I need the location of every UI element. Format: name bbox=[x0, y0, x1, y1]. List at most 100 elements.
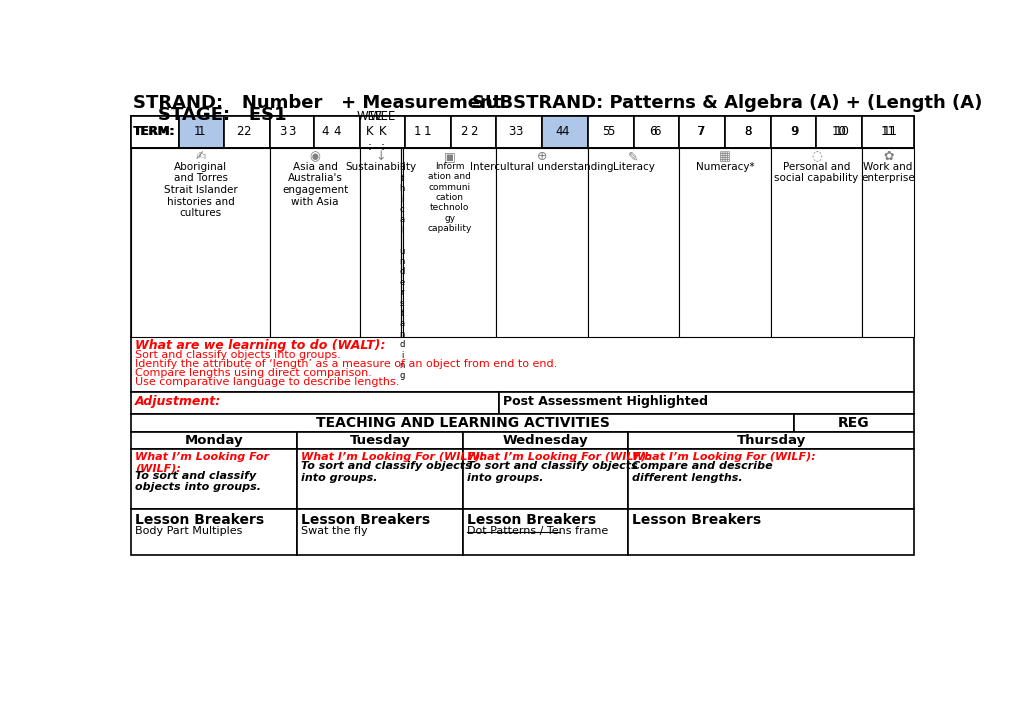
Text: Personal and
social capability: Personal and social capability bbox=[773, 162, 858, 184]
Bar bbox=[496, 116, 541, 148]
Bar bbox=[496, 148, 587, 337]
Text: ◉: ◉ bbox=[310, 150, 320, 163]
Bar bbox=[587, 116, 633, 148]
Text: 9: 9 bbox=[791, 125, 798, 138]
Text: Compare and describe
different lengths.: Compare and describe different lengths. bbox=[632, 462, 772, 483]
Text: SUBSTRAND: Patterns & Algebra (A) + (Length (A): SUBSTRAND: Patterns & Algebra (A) + (Len… bbox=[472, 94, 981, 112]
Bar bbox=[633, 116, 679, 148]
Text: STAGE:   ES1: STAGE: ES1 bbox=[132, 107, 286, 125]
Bar bbox=[270, 116, 314, 148]
Text: 4: 4 bbox=[321, 125, 329, 138]
Bar bbox=[677, 116, 723, 148]
Bar bbox=[628, 509, 913, 555]
Text: Asia and
Australia's
engagement
with Asia: Asia and Australia's engagement with Asi… bbox=[281, 162, 347, 207]
Text: Body Part Multiples: Body Part Multiples bbox=[136, 526, 243, 536]
Text: 1: 1 bbox=[198, 125, 205, 138]
Text: 11: 11 bbox=[879, 125, 895, 138]
Text: 4: 4 bbox=[554, 125, 562, 138]
Bar bbox=[131, 148, 913, 337]
Bar bbox=[346, 116, 393, 148]
Text: Swat the fly: Swat the fly bbox=[301, 526, 367, 536]
Text: What I’m Looking For (WILF):: What I’m Looking For (WILF): bbox=[466, 452, 650, 462]
Bar bbox=[463, 449, 628, 509]
Text: What I’m Looking For
(WILF):: What I’m Looking For (WILF): bbox=[136, 452, 269, 474]
Bar bbox=[270, 148, 360, 337]
Text: WEE
K
:: WEE K : bbox=[369, 110, 395, 153]
Text: To sort and classify objects
into groups.: To sort and classify objects into groups… bbox=[301, 462, 471, 483]
Text: Intercultural understanding: Intercultural understanding bbox=[470, 162, 613, 172]
Bar bbox=[861, 148, 913, 337]
Text: 4: 4 bbox=[333, 125, 340, 138]
Text: ✿: ✿ bbox=[882, 150, 893, 163]
Bar bbox=[178, 116, 224, 148]
Text: ▦: ▦ bbox=[718, 150, 731, 163]
Text: 6: 6 bbox=[652, 125, 659, 138]
Text: 7: 7 bbox=[696, 125, 704, 138]
Bar bbox=[861, 116, 913, 148]
Text: Use comparative language to describe lengths.: Use comparative language to describe len… bbox=[136, 377, 399, 387]
Bar bbox=[815, 116, 861, 148]
Text: 10: 10 bbox=[832, 125, 846, 138]
Bar bbox=[535, 116, 582, 148]
Text: What are we learning to do (WALT):: What are we learning to do (WALT): bbox=[136, 339, 385, 352]
Text: Literacy: Literacy bbox=[612, 162, 654, 172]
Text: Inform
ation and
communi
cation
technolo
gy
capability: Inform ation and communi cation technolo… bbox=[427, 162, 472, 233]
Text: 4: 4 bbox=[560, 125, 569, 138]
Text: 3: 3 bbox=[515, 125, 523, 138]
Bar bbox=[297, 509, 463, 555]
Text: 7: 7 bbox=[698, 125, 705, 138]
Bar bbox=[587, 148, 679, 337]
Text: Identify the attribute of ‘length’ as a measure of an object from end to end.: Identify the attribute of ‘length’ as a … bbox=[136, 359, 557, 369]
Text: 9: 9 bbox=[789, 125, 797, 138]
Bar bbox=[219, 116, 261, 148]
Text: 1: 1 bbox=[424, 125, 431, 138]
Bar bbox=[131, 116, 178, 148]
Text: Adjustment:: Adjustment: bbox=[136, 395, 221, 408]
Text: Lesson Breakers: Lesson Breakers bbox=[136, 513, 264, 527]
Text: 2: 2 bbox=[244, 125, 251, 138]
Bar bbox=[487, 116, 535, 148]
Bar bbox=[679, 148, 770, 337]
Text: What I’m Looking For (WILF):: What I’m Looking For (WILF): bbox=[301, 452, 484, 462]
Bar bbox=[793, 414, 913, 432]
Text: To sort and classify
objects into groups.: To sort and classify objects into groups… bbox=[136, 471, 261, 492]
Bar bbox=[131, 392, 498, 414]
Bar bbox=[314, 116, 360, 148]
Text: Lesson Breakers: Lesson Breakers bbox=[466, 513, 595, 527]
Bar bbox=[224, 116, 270, 148]
Bar bbox=[297, 449, 463, 509]
Text: Compare lengths using direct comparison.: Compare lengths using direct comparison. bbox=[136, 368, 372, 378]
Text: ✎: ✎ bbox=[628, 150, 638, 163]
Bar bbox=[304, 116, 346, 148]
Bar bbox=[360, 116, 405, 148]
Bar bbox=[450, 116, 496, 148]
Bar bbox=[770, 148, 861, 337]
Bar bbox=[541, 116, 587, 148]
Text: Dot Patterns / Tens frame: Dot Patterns / Tens frame bbox=[466, 526, 607, 536]
Text: 1: 1 bbox=[194, 125, 201, 138]
Bar bbox=[131, 116, 176, 148]
Text: 8: 8 bbox=[744, 125, 751, 138]
Text: Numeracy*: Numeracy* bbox=[695, 162, 754, 172]
Text: STRAND:   Number   + Measurement: STRAND: Number + Measurement bbox=[132, 94, 500, 112]
Text: ◌: ◌ bbox=[810, 150, 821, 163]
Bar bbox=[770, 116, 815, 148]
Text: 3: 3 bbox=[288, 125, 296, 138]
Bar bbox=[628, 432, 913, 449]
Text: ⊕: ⊕ bbox=[536, 150, 547, 163]
Bar bbox=[297, 432, 463, 449]
Bar bbox=[131, 414, 793, 432]
Bar bbox=[818, 116, 865, 148]
Text: 11: 11 bbox=[881, 125, 897, 138]
Bar bbox=[679, 116, 725, 148]
Text: Lesson Breakers: Lesson Breakers bbox=[632, 513, 760, 527]
Bar bbox=[723, 116, 770, 148]
Text: TEACHING AND LEARNING ACTIVITIES: TEACHING AND LEARNING ACTIVITIES bbox=[316, 416, 609, 430]
Bar bbox=[725, 116, 770, 148]
Text: ↓: ↓ bbox=[375, 150, 385, 163]
Text: 8: 8 bbox=[744, 125, 751, 138]
Text: TERM:: TERM: bbox=[133, 125, 176, 138]
Text: ✍: ✍ bbox=[196, 150, 206, 163]
Bar bbox=[131, 337, 913, 392]
Text: Lesson Breakers: Lesson Breakers bbox=[301, 513, 430, 527]
